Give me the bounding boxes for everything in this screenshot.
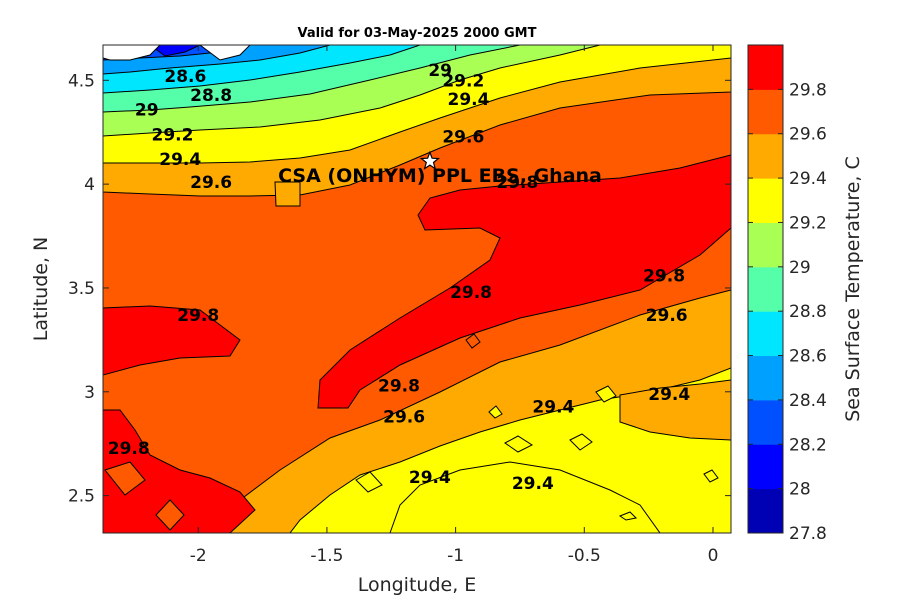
contour-label: 29.6: [190, 173, 232, 193]
x-axis: -2 -1.5 -1 -0.5 0: [190, 45, 719, 566]
contour-label: 29.6: [646, 306, 688, 326]
island-2: [569, 433, 593, 451]
contour-label: 29.4: [648, 385, 690, 405]
colorbar-tick-label: 28.8: [789, 302, 827, 322]
colorbar-tick-label: 29: [789, 258, 811, 278]
contour-label: 29.4: [159, 150, 201, 170]
y-tick-label: 3.5: [68, 279, 95, 299]
colorbar-band: [748, 89, 783, 135]
y-tick-label: 2.5: [68, 487, 95, 507]
contour-label: 29.8: [643, 267, 685, 287]
colorbar-frame: [747, 44, 784, 534]
contour-labels: 28.628.82929.229.429.62929.229.429.629.8…: [108, 61, 691, 494]
star-icon: [419, 150, 440, 170]
colorbar-band: [748, 266, 783, 312]
x-tick-label: -2: [190, 546, 207, 566]
contour-label: 29: [135, 100, 159, 120]
contour-label: 29.6: [442, 127, 484, 147]
contour-label: 29: [428, 61, 452, 81]
x-tick-label: 0: [708, 546, 719, 566]
colorbar-tick-label: 29.4: [789, 169, 827, 189]
colorbar-tick-label: 29.6: [789, 125, 827, 145]
contour-label: 28.6: [164, 67, 206, 87]
y-tick-label: 4: [84, 175, 95, 195]
colorbar-tick-label: 28.2: [789, 435, 827, 455]
colorbar-tick-label: 28.6: [789, 347, 827, 367]
contour-label: 29.8: [378, 377, 420, 397]
site-label: CSA (ONHYM) PPL EBS, Ghana: [278, 165, 602, 187]
contour-label: 29.4: [532, 397, 574, 417]
contour-label: 29.2: [152, 125, 194, 145]
plot-frame: [102, 44, 732, 534]
x-tick-label: -0.5: [568, 546, 601, 566]
colorbar-tick-label: 27.8: [789, 524, 827, 544]
white-notch-2: [199, 45, 251, 61]
colorbar-band: [748, 311, 783, 357]
contour-label: 29.4: [409, 468, 451, 488]
y-tick-label: 3: [84, 383, 95, 403]
contour-label: 29.8: [108, 439, 150, 459]
island-5: [274, 181, 301, 207]
contour-label: 29.8: [496, 173, 538, 193]
colorbar-band: [748, 488, 783, 534]
chart-title: Valid for 03-May-2025 2000 GMT: [298, 26, 537, 41]
x-axis-label: Longitude, E: [358, 574, 477, 596]
island-9: [488, 405, 503, 419]
contour-label: 29.8: [450, 283, 492, 303]
colorbar-band: [748, 133, 783, 179]
band-29.8-plus-ne: [317, 154, 731, 409]
y-axis: 2.5 3 3.5 4 4.5: [68, 71, 731, 507]
band-29.4-29.6-patch: [619, 379, 731, 441]
colorbar-band: [748, 45, 783, 90]
contour-label: 29.2: [442, 71, 484, 91]
colorbar-band: [748, 444, 783, 490]
band-28.0-28.2: [149, 45, 201, 57]
y-tick-label: 4.5: [68, 71, 95, 91]
island-1: [504, 435, 534, 453]
site-marker: CSA (ONHYM) PPL EBS, Ghana: [278, 150, 602, 187]
island-8: [618, 511, 638, 521]
island-6: [465, 333, 481, 349]
colorbar-band: [748, 399, 783, 445]
colorbar-band: [748, 222, 783, 268]
band-29.6-29.8-pocket: [104, 461, 146, 496]
island-4: [595, 385, 617, 403]
contour-label: 29.8: [177, 306, 219, 326]
colorbar-band: [748, 178, 783, 223]
contour-label: 29.6: [383, 408, 425, 428]
island-3: [355, 471, 383, 493]
colorbar: 27.8 28 28.2 28.4 28.6 28.8 29 29.2 29.4 29.6 29.8: [747, 44, 827, 544]
colorbar-tick-label: 29.8: [789, 80, 827, 100]
colorbar-tick-label: 28.4: [789, 391, 827, 411]
band-29.2-29.4-south: [389, 461, 661, 533]
contour-label: 29.4: [512, 474, 554, 494]
plot-area: [103, 45, 731, 533]
contour-label: 28.8: [190, 86, 232, 106]
band-29.8-plus-sw: [103, 409, 256, 533]
x-tick-label: -1.5: [310, 546, 343, 566]
band-29.8-plus-west: [103, 305, 241, 376]
y-axis-label: Latitude, N: [30, 237, 52, 342]
white-notch: [103, 45, 161, 61]
contour-label: 29.4: [447, 90, 489, 110]
x-tick-label: -1: [447, 546, 464, 566]
band-29.6-29.8-pocket-2: [155, 499, 185, 531]
colorbar-band: [748, 355, 783, 401]
island-7: [703, 469, 719, 483]
colorbar-tick-label: 28: [789, 480, 811, 500]
colorbar-label: Sea Surface Temperature, C: [842, 156, 864, 422]
colorbar-tick-label: 29.2: [789, 213, 827, 233]
